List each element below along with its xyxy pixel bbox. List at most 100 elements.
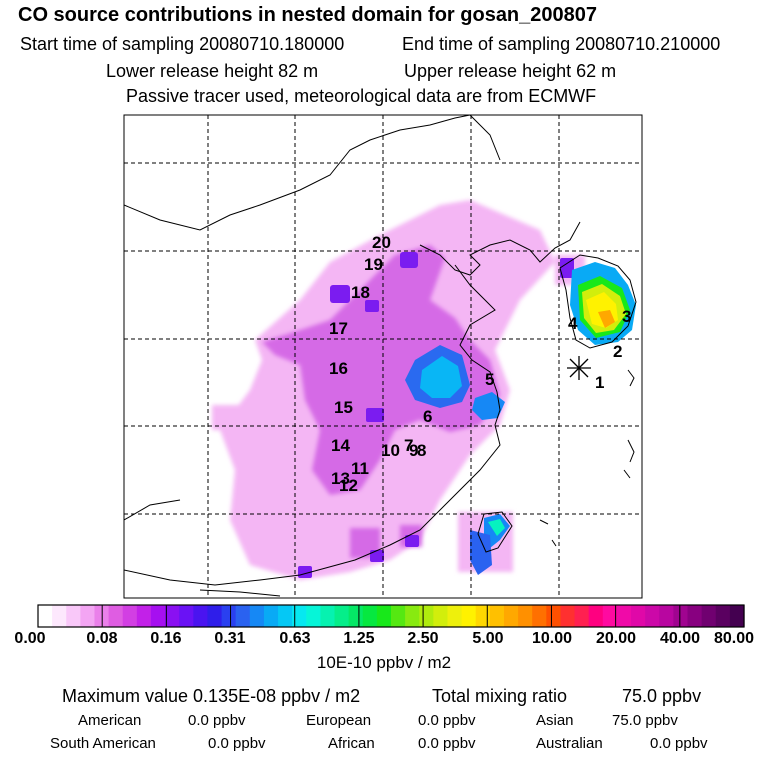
source-marker: 7 — [404, 436, 413, 455]
colorbar-swatch — [659, 605, 674, 627]
colorbar-swatch — [602, 605, 618, 627]
colorbar-swatch — [320, 605, 336, 627]
colorbar-swatch — [616, 605, 632, 627]
colorbar-swatch — [503, 605, 519, 627]
colorbar-swatch — [80, 605, 96, 627]
south-american-label: South American — [50, 735, 156, 752]
colorbar-swatch — [391, 605, 406, 627]
colorbar-swatch — [447, 605, 463, 627]
total-mixing-label: Total mixing ratio — [432, 686, 568, 706]
colorbar — [38, 605, 745, 627]
colorbar-swatch — [292, 605, 307, 627]
colorbar-tick: 5.00 — [472, 630, 504, 647]
plume-field — [212, 200, 636, 580]
european-label: European — [306, 712, 372, 729]
colorbar-swatch — [673, 605, 689, 627]
colorbar-swatch — [179, 605, 194, 627]
source-marker: 6 — [423, 407, 432, 426]
colorbar-swatch — [588, 605, 604, 627]
source-marker: 5 — [485, 370, 494, 389]
colorbar-swatch — [348, 605, 364, 627]
colorbar-swatch — [645, 605, 660, 627]
colorbar-tick: 0.16 — [150, 630, 182, 647]
coastlines — [124, 115, 637, 597]
end-sampling-time: End time of sampling 20080710.210000 — [402, 34, 721, 54]
colorbar-swatch — [419, 605, 434, 627]
figure-title: CO source contributions in nested domain… — [18, 4, 598, 26]
african-label: African — [328, 735, 375, 752]
colorbar-swatch — [235, 605, 251, 627]
colorbar-swatch — [687, 605, 703, 627]
colorbar-swatch — [489, 605, 505, 627]
colorbar-swatch — [475, 605, 491, 627]
american-value: 0.0 ppbv — [188, 712, 246, 729]
african-value: 0.0 ppbv — [418, 735, 476, 752]
colorbar-swatch — [150, 605, 166, 627]
colorbar-swatch — [461, 605, 477, 627]
colorbar-tick: 0.31 — [214, 630, 246, 647]
source-marker: 13 — [331, 469, 350, 488]
tracer-note: Passive tracer used, meteorological data… — [126, 86, 597, 106]
colorbar-swatch — [560, 605, 576, 627]
colorbar-swatch — [66, 605, 81, 627]
colorbar-swatch — [249, 605, 265, 627]
colorbar-tick: 10.00 — [531, 630, 573, 647]
south-american-value: 0.0 ppbv — [208, 735, 266, 752]
colorbar-swatch — [221, 605, 237, 627]
source-marker: 17 — [329, 319, 348, 338]
asian-label: Asian — [536, 712, 574, 729]
colorbar-tick: 0.00 — [14, 630, 46, 647]
colorbar-tick: 2.50 — [407, 630, 439, 647]
start-sampling-time: Start time of sampling 20080710.180000 — [20, 34, 345, 54]
australian-label: Australian — [536, 735, 603, 752]
source-marker: 14 — [331, 436, 350, 455]
max-value: Maximum value 0.135E-08 ppbv / m2 — [62, 686, 361, 706]
source-marker: 1 — [595, 373, 604, 392]
colorbar-swatch — [405, 605, 420, 627]
colorbar-swatch — [532, 605, 547, 627]
source-marker: 2 — [613, 342, 622, 361]
source-marker: 16 — [329, 359, 348, 378]
colorbar-tick: 80.00 — [713, 630, 755, 647]
colorbar-swatch — [631, 605, 646, 627]
colorbar-swatch — [729, 605, 745, 627]
colorbar-swatch — [433, 605, 449, 627]
colorbar-swatch — [207, 605, 223, 627]
map-frame — [123, 114, 643, 599]
colorbar-swatch — [701, 605, 717, 627]
graticule — [124, 115, 642, 598]
colorbar-swatch — [306, 605, 321, 627]
colorbar-swatch — [52, 605, 67, 627]
source-marker: 18 — [351, 283, 370, 302]
colorbar-swatch — [376, 605, 392, 627]
colorbar-swatch — [193, 605, 209, 627]
colorbar-tick: 0.63 — [279, 630, 311, 647]
upper-release-height: Upper release height 62 m — [404, 61, 617, 81]
colorbar-swatch — [362, 605, 378, 627]
colorbar-swatch — [122, 605, 138, 627]
source-marker: 12 — [339, 476, 358, 495]
source-marker: 20 — [372, 233, 391, 252]
asian-value: 75.0 ppbv — [612, 712, 678, 729]
lower-release-height: Lower release height 82 m — [106, 61, 319, 81]
colorbar-swatch — [715, 605, 731, 627]
american-label: American — [78, 712, 142, 729]
colorbar-swatch — [278, 605, 293, 627]
source-marker: 15 — [334, 398, 353, 417]
source-marker: 10 — [381, 441, 400, 460]
colorbar-swatch — [334, 605, 350, 627]
source-marker: 4 — [568, 314, 578, 333]
colorbar-tick: 20.00 — [595, 630, 637, 647]
source-marker: 3 — [622, 307, 631, 326]
colorbar-units: 10E-10 ppbv / m2 — [316, 653, 452, 672]
source-marker: 8 — [417, 441, 426, 460]
colorbar-tick: 1.25 — [343, 630, 375, 647]
colorbar-swatch — [165, 605, 180, 627]
colorbar-tick: 0.08 — [86, 630, 118, 647]
colorbar-swatch — [574, 605, 590, 627]
colorbar-swatch — [136, 605, 152, 627]
source-marker: 11 — [351, 459, 369, 478]
colorbar-swatch — [108, 605, 124, 627]
colorbar-frame — [37, 604, 745, 628]
